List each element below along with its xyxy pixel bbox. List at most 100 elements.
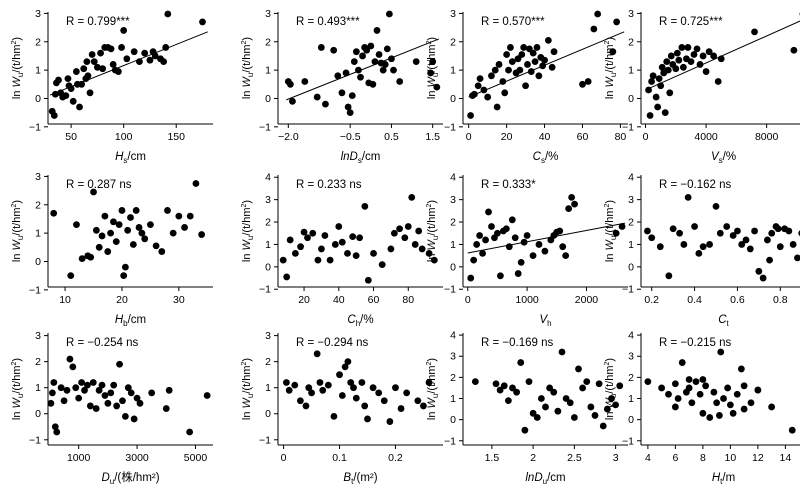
- data-point: [645, 86, 652, 94]
- data-point: [679, 63, 687, 71]
- y-axis-label: ln Wu/(t/hm2): [604, 200, 618, 262]
- y-tick-label: 2: [35, 199, 41, 211]
- data-point: [716, 229, 724, 237]
- x-tick-label: 20: [501, 131, 513, 143]
- data-point: [673, 49, 681, 57]
- data-point: [591, 412, 599, 419]
- data-point: [542, 403, 549, 411]
- data-point: [321, 232, 329, 239]
- y-tick-label: 2: [450, 372, 456, 384]
- data-point: [291, 381, 299, 389]
- data-point: [474, 82, 482, 90]
- data-point: [98, 381, 106, 389]
- data-point: [759, 274, 767, 282]
- data-point: [304, 234, 311, 242]
- data-point: [69, 363, 77, 371]
- trend-line: [49, 31, 208, 96]
- data-point: [203, 392, 211, 399]
- data-point: [491, 66, 499, 74]
- data-point: [742, 236, 750, 244]
- y-tick-label: 2: [265, 356, 271, 368]
- y-tick-label: 2: [35, 356, 41, 368]
- data-point: [130, 48, 138, 56]
- data-point: [517, 258, 525, 266]
- data-point: [379, 66, 387, 74]
- y-tick-label: 3: [265, 194, 271, 206]
- data-point: [121, 263, 129, 271]
- data-point: [425, 250, 433, 257]
- x-tick-label: 0: [466, 131, 472, 143]
- y-tick-label: 4: [628, 330, 634, 342]
- data-point: [550, 48, 558, 56]
- data-point: [504, 397, 512, 405]
- y-tick-label: 1: [450, 239, 456, 251]
- scatter-panel-6: −1 0 1 2 3 4 20 40 60 80 R = 0.233 ns Ch/% ln Wu/(t/…: [241, 172, 443, 328]
- data-point: [415, 227, 423, 235]
- y-tick-label: 0: [35, 256, 41, 268]
- data-point: [158, 248, 166, 255]
- data-point: [471, 378, 479, 386]
- data-point: [790, 46, 798, 54]
- data-point: [520, 238, 528, 246]
- data-point: [334, 72, 342, 80]
- x-tick-label: 0.8: [773, 294, 788, 306]
- data-point: [696, 61, 704, 68]
- data-point: [766, 256, 773, 264]
- r-label: R = −0.162 ns: [659, 179, 731, 191]
- data-point: [330, 46, 338, 54]
- x-axis-label: Du/(株/hm²): [101, 470, 159, 484]
- scatter-panel-8: −1 0 1 2 3 4 0.2 0.4 0.6 0.8 R = −0.162 ns Ct ln Wu/…: [604, 172, 800, 328]
- data-point: [788, 426, 796, 434]
- data-point: [613, 18, 621, 26]
- data-point: [507, 44, 514, 51]
- data-point: [95, 243, 103, 251]
- data-point: [84, 72, 92, 80]
- data-point: [346, 109, 354, 117]
- data-point: [162, 44, 170, 51]
- data-point: [86, 89, 94, 97]
- data-point: [501, 89, 509, 97]
- data-point: [104, 248, 112, 255]
- data-point: [380, 397, 388, 405]
- data-point: [740, 405, 748, 413]
- data-point: [525, 378, 533, 386]
- y-tick-label: 1: [265, 65, 271, 77]
- data-point: [198, 231, 206, 238]
- data-point: [488, 223, 495, 230]
- y-tick-label: −1: [622, 284, 634, 296]
- r-label: R = −0.294 ns: [296, 337, 368, 349]
- data-point: [344, 250, 351, 257]
- y-tick-label: 4: [628, 172, 634, 184]
- data-point: [554, 407, 562, 415]
- data-point: [67, 272, 75, 280]
- data-point: [47, 399, 55, 407]
- data-point: [603, 405, 611, 413]
- data-point: [286, 236, 294, 244]
- r-label: R = 0.333*: [481, 179, 536, 191]
- data-point: [695, 250, 703, 257]
- data-point: [136, 58, 143, 66]
- x-tick-label: 100: [115, 131, 133, 143]
- data-point: [60, 397, 68, 405]
- data-point: [110, 218, 117, 226]
- data-point: [571, 200, 578, 208]
- data-point: [164, 207, 171, 214]
- data-point: [92, 405, 100, 412]
- data-point: [319, 386, 327, 394]
- data-point: [566, 399, 574, 407]
- x-axis-label: Ch/%: [347, 314, 373, 328]
- data-point: [751, 28, 758, 36]
- data-point: [499, 78, 507, 85]
- data-point: [112, 238, 120, 246]
- data-point: [684, 44, 692, 51]
- trend-line: [645, 20, 800, 91]
- data-point: [186, 212, 194, 220]
- data-point: [712, 202, 720, 210]
- data-point: [612, 229, 620, 237]
- data-point: [352, 394, 360, 402]
- data-point: [121, 412, 129, 420]
- y-tick-label: 3: [628, 194, 634, 206]
- x-tick-label: 14: [780, 452, 792, 464]
- data-point: [378, 261, 386, 268]
- x-tick-label: 10: [59, 294, 71, 306]
